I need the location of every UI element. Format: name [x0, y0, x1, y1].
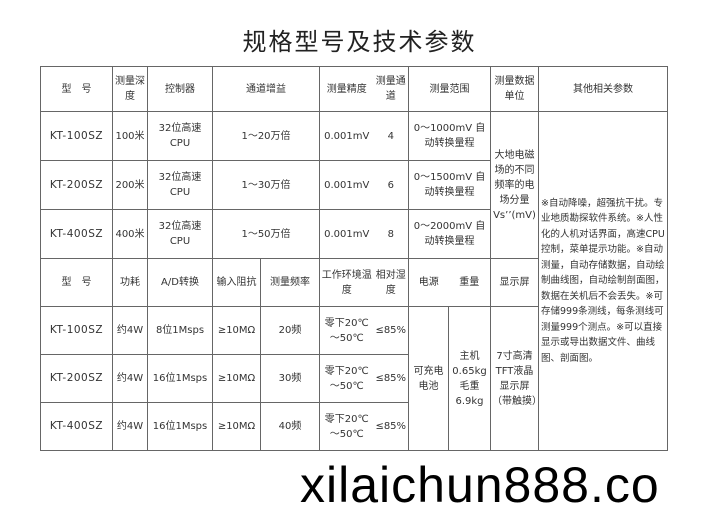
temp-cell: 零下20℃～50℃ — [319, 402, 374, 451]
header-cell: 控制器 — [147, 66, 213, 112]
header-cell: A/D转换 — [147, 258, 213, 307]
power-cell: 约4W — [112, 402, 148, 451]
humidity-cell: ≤85% — [373, 306, 409, 355]
table-row: KT-100SZ 约4W 8位1Msps ≥10MΩ 20频 零下20℃～50℃… — [40, 306, 668, 451]
ad-cell: 16位1Msps — [147, 354, 213, 403]
header-cell: 测量频率 — [260, 258, 320, 307]
bottom-header-row: 型 号 功耗 A/D转换 输入阻抗 测量频率 工作环境温度 相对湿度 电源 重量… — [40, 258, 668, 307]
header-cell: 型 号 — [40, 258, 113, 307]
header-cell: 测量范围 — [408, 66, 491, 112]
gain-cell: 1～20万倍 — [212, 111, 320, 161]
header-cell: 电源 — [408, 258, 449, 307]
header-cell: 重量 — [448, 258, 491, 307]
header-cell: 测量精度 — [319, 66, 374, 112]
header-cell: 测量深度 — [112, 66, 148, 112]
model-cell: KT-200SZ — [40, 354, 113, 403]
table-row: KT-100SZ 100米 32位高速CPU 1～20万倍 0.001mV 4 … — [40, 111, 668, 451]
range-cell: 0～1500mV 自动转换量程 — [408, 160, 491, 210]
range-cell: 0～2000mV 自动转换量程 — [408, 209, 491, 259]
model-cell: KT-400SZ — [40, 209, 113, 259]
range-cell: 0～1000mV 自动转换量程 — [408, 111, 491, 161]
display-cell: 7寸高清TFT液晶显示屏（带触摸） — [490, 306, 539, 451]
precision-cell: 0.001mV — [319, 209, 374, 259]
table-row: KT-400SZ 约4W 16位1Msps ≥10MΩ 40频 零下20℃～50… — [40, 402, 668, 451]
page-title: 规格型号及技术参数 — [242, 28, 477, 56]
power-cell: 约4W — [112, 354, 148, 403]
depth-cell: 200米 — [112, 160, 148, 210]
controller-cell: 32位高速CPU — [147, 209, 213, 259]
weight-cell: 主机0.65kg 毛重6.9kg — [448, 306, 491, 451]
depth-cell: 100米 — [112, 111, 148, 161]
other-params-cell: ※自动降噪，超强抗干扰。专业地质勘探软件系统。※人性化的人机对话界面，高速CPU… — [538, 111, 668, 451]
header-cell: 通道增益 — [212, 66, 320, 112]
header-cell: 测量通道 — [373, 66, 409, 112]
channels-cell: 8 — [373, 209, 409, 259]
controller-cell: 32位高速CPU — [147, 160, 213, 210]
watermark: xilaichun888.co — [300, 457, 660, 513]
controller-cell: 32位高速CPU — [147, 111, 213, 161]
power-cell: 约4W — [112, 306, 148, 355]
model-cell: KT-200SZ — [40, 160, 113, 210]
impedance-cell: ≥10MΩ — [212, 402, 261, 451]
freq-cell: 40频 — [260, 402, 320, 451]
temp-cell: 零下20℃～50℃ — [319, 306, 374, 355]
header-cell: 相对湿度 — [373, 258, 409, 307]
header-cell: 功耗 — [112, 258, 148, 307]
precision-cell: 0.001mV — [319, 111, 374, 161]
freq-cell: 30频 — [260, 354, 320, 403]
humidity-cell: ≤85% — [373, 354, 409, 403]
header-cell: 型 号 — [40, 66, 113, 112]
temp-cell: 零下20℃～50℃ — [319, 354, 374, 403]
freq-cell: 20频 — [260, 306, 320, 355]
gain-cell: 1～50万倍 — [212, 209, 320, 259]
spec-table: 型 号 测量深度 控制器 通道增益 测量精度 测量通道 测量范围 测量数据单位 … — [40, 66, 668, 451]
model-cell: KT-400SZ — [40, 402, 113, 451]
model-cell: KT-100SZ — [40, 111, 113, 161]
channels-cell: 4 — [373, 111, 409, 161]
channels-cell: 6 — [373, 160, 409, 210]
humidity-cell: ≤85% — [373, 402, 409, 451]
table-row: KT-200SZ 200米 32位高速CPU 1～30万倍 0.001mV 6 … — [40, 160, 668, 210]
gain-cell: 1～30万倍 — [212, 160, 320, 210]
ad-cell: 16位1Msps — [147, 402, 213, 451]
header-cell: 其他相关参数 — [538, 66, 668, 112]
depth-cell: 400米 — [112, 209, 148, 259]
battery-cell: 可充电电池 — [408, 306, 449, 451]
impedance-cell: ≥10MΩ — [212, 354, 261, 403]
top-header-row: 型 号 测量深度 控制器 通道增益 测量精度 测量通道 测量范围 测量数据单位 … — [40, 66, 668, 112]
table-row: KT-200SZ 约4W 16位1Msps ≥10MΩ 30频 零下20℃～50… — [40, 354, 668, 403]
header-cell: 工作环境温度 — [319, 258, 374, 307]
unit-cell: 大地电磁场的不同频率的电场分量Vs’’(mV) — [490, 111, 539, 259]
header-cell: 显示屏 — [490, 258, 539, 307]
header-cell: 测量数据单位 — [490, 66, 539, 112]
ad-cell: 8位1Msps — [147, 306, 213, 355]
impedance-cell: ≥10MΩ — [212, 306, 261, 355]
model-cell: KT-100SZ — [40, 306, 113, 355]
header-cell: 输入阻抗 — [212, 258, 261, 307]
precision-cell: 0.001mV — [319, 160, 374, 210]
